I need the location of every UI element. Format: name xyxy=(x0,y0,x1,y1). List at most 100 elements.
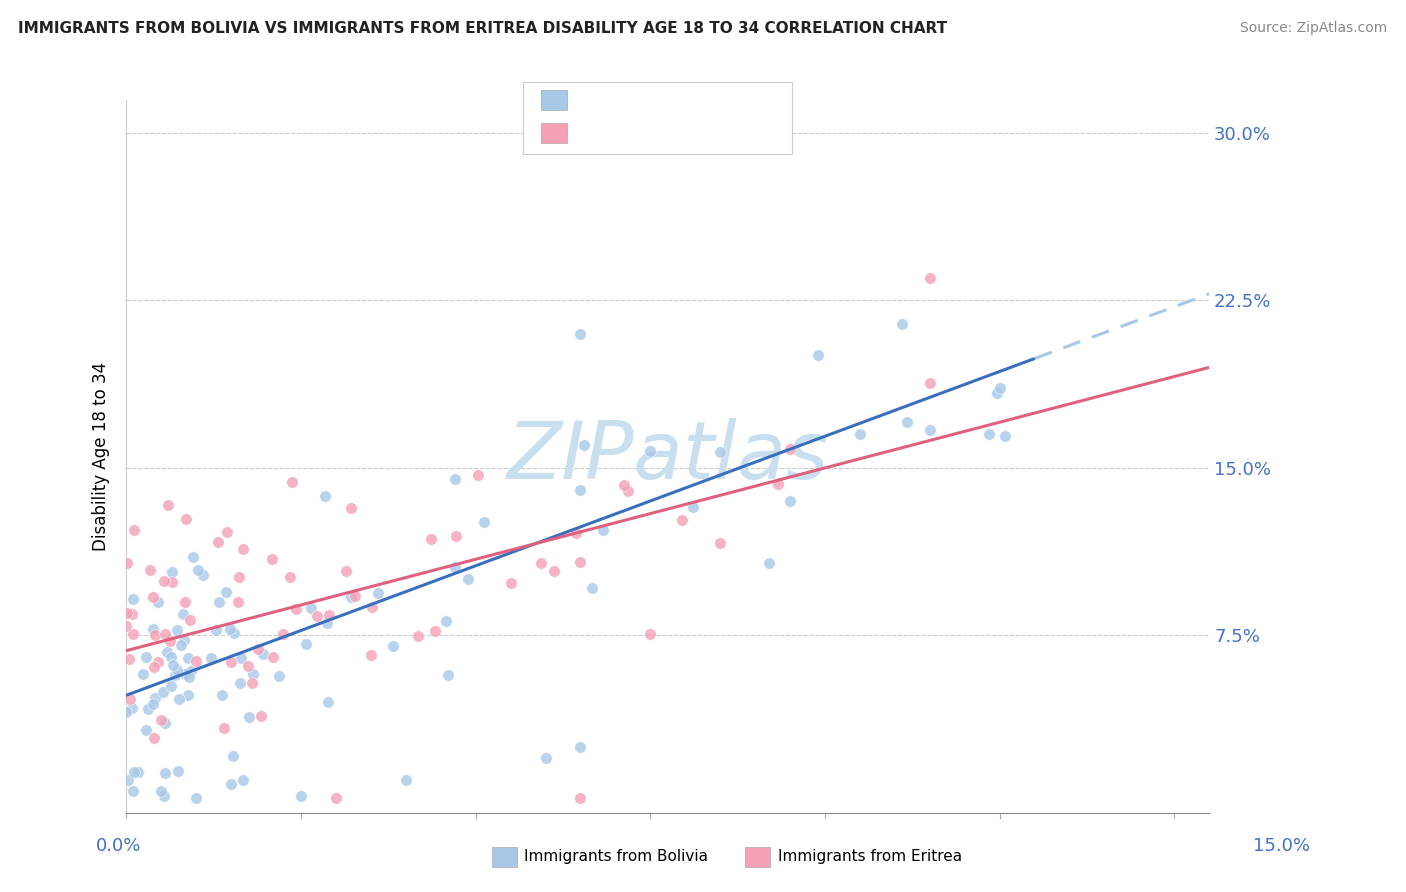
Text: Source: ZipAtlas.com: Source: ZipAtlas.com xyxy=(1240,21,1388,35)
Eritrea xyxy=(467,467,489,482)
Eritrea xyxy=(671,513,693,527)
Eritrea xyxy=(236,659,259,673)
Eritrea xyxy=(325,790,347,805)
Bolivia xyxy=(127,764,149,779)
Bolivia xyxy=(994,429,1017,443)
Eritrea xyxy=(215,524,238,539)
Bolivia xyxy=(222,625,245,640)
Eritrea xyxy=(262,551,284,566)
Bolivia xyxy=(155,645,177,659)
Eritrea xyxy=(122,524,145,538)
Bolivia xyxy=(807,348,830,362)
Bolivia xyxy=(180,664,202,678)
Bolivia xyxy=(382,639,405,653)
Text: ZIPatlas: ZIPatlas xyxy=(506,417,830,496)
Eritrea xyxy=(262,649,284,664)
Bolivia xyxy=(208,595,231,609)
Eritrea xyxy=(142,590,165,604)
Eritrea xyxy=(122,627,145,641)
Eritrea xyxy=(530,556,553,570)
Bolivia xyxy=(162,565,184,579)
Bolivia xyxy=(177,688,200,702)
Bolivia xyxy=(252,647,274,661)
Eritrea xyxy=(569,790,592,805)
Bolivia xyxy=(581,582,603,596)
Bolivia xyxy=(229,651,252,665)
Bolivia xyxy=(146,595,169,609)
Eritrea xyxy=(174,595,197,609)
Bolivia xyxy=(339,590,361,604)
Bolivia xyxy=(314,489,336,503)
Bolivia xyxy=(918,423,941,437)
Eritrea xyxy=(709,535,731,549)
Eritrea xyxy=(179,613,201,627)
Eritrea xyxy=(344,589,367,603)
Bolivia xyxy=(163,668,186,682)
Eritrea xyxy=(143,628,166,642)
Bolivia xyxy=(316,616,339,631)
Bolivia xyxy=(115,706,138,720)
Eritrea xyxy=(446,529,468,543)
Eritrea xyxy=(271,626,294,640)
Eritrea xyxy=(219,655,242,669)
Bolivia xyxy=(160,679,183,693)
Bolivia xyxy=(172,607,194,622)
Eritrea xyxy=(779,442,801,456)
Bolivia xyxy=(142,697,165,711)
Eritrea xyxy=(280,475,302,489)
Eritrea xyxy=(160,574,183,589)
Eritrea xyxy=(247,642,270,657)
Bolivia xyxy=(290,789,312,803)
Bolivia xyxy=(219,777,242,791)
Eritrea xyxy=(115,556,138,570)
Bolivia xyxy=(153,715,176,730)
Eritrea xyxy=(207,535,229,549)
Eritrea xyxy=(143,731,166,745)
Bolivia xyxy=(186,790,208,805)
Bolivia xyxy=(569,483,592,498)
Bolivia xyxy=(592,523,614,537)
Eritrea xyxy=(240,676,263,690)
Eritrea xyxy=(174,512,197,526)
Bolivia xyxy=(534,750,557,764)
Eritrea xyxy=(115,619,138,633)
Eritrea xyxy=(139,563,162,577)
Bolivia xyxy=(205,624,228,638)
Bolivia xyxy=(117,772,139,787)
Eritrea xyxy=(285,602,308,616)
Bolivia xyxy=(986,386,1008,401)
Eritrea xyxy=(918,376,941,390)
Bolivia xyxy=(316,695,339,709)
Eritrea xyxy=(118,652,141,666)
Bolivia xyxy=(299,601,322,615)
Eritrea xyxy=(768,476,790,491)
Text: Immigrants from Eritrea: Immigrants from Eritrea xyxy=(778,849,962,863)
Bolivia xyxy=(228,675,250,690)
Bolivia xyxy=(177,651,200,665)
Bolivia xyxy=(367,586,389,600)
Bolivia xyxy=(472,515,495,529)
Bolivia xyxy=(160,650,183,665)
Bolivia xyxy=(457,572,479,586)
Bolivia xyxy=(437,668,460,682)
Text: 15.0%: 15.0% xyxy=(1253,837,1310,855)
Bolivia xyxy=(136,702,159,716)
Bolivia xyxy=(162,657,184,672)
Eritrea xyxy=(360,599,382,614)
Eritrea xyxy=(149,714,172,728)
Eritrea xyxy=(499,575,522,590)
Bolivia xyxy=(267,668,290,682)
Bolivia xyxy=(166,623,188,637)
Bolivia xyxy=(988,381,1011,395)
Bolivia xyxy=(173,633,195,648)
Eritrea xyxy=(142,659,165,673)
Bolivia xyxy=(124,765,146,780)
Bolivia xyxy=(121,700,143,714)
Eritrea xyxy=(918,271,941,285)
Eritrea xyxy=(419,532,441,546)
Bolivia xyxy=(444,560,467,574)
Bolivia xyxy=(709,445,731,459)
Bolivia xyxy=(187,563,209,577)
Bolivia xyxy=(167,691,190,706)
Eritrea xyxy=(153,627,176,641)
